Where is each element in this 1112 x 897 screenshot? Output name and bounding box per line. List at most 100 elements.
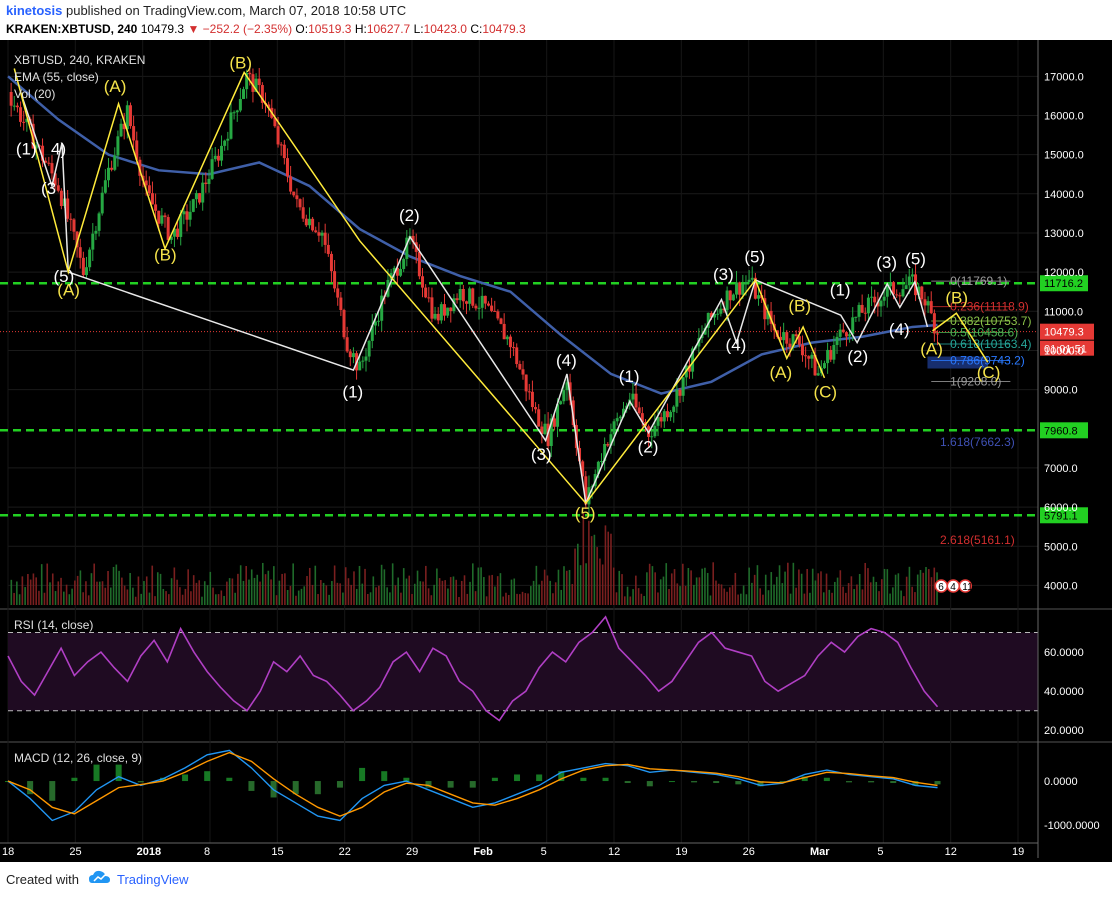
candle-body: [248, 72, 252, 75]
volume-bar: [408, 575, 411, 605]
volume-bar: [527, 593, 529, 605]
volume-bar: [372, 576, 375, 605]
volume-bar: [259, 581, 261, 605]
price-tick-label: 14000.0: [1044, 189, 1084, 201]
volume-bar: [662, 576, 665, 605]
volume-bar: [709, 595, 712, 605]
candle-body: [201, 182, 205, 203]
volume-bar: [654, 572, 656, 605]
candle-body: [650, 436, 654, 438]
volume-bar: [311, 584, 314, 605]
candle-body: [113, 155, 117, 170]
volume-bar: [234, 592, 236, 605]
volume-bar: [565, 570, 568, 605]
ema-line-path: [7, 75, 938, 395]
candle-body: [741, 284, 745, 295]
macd-histogram-bar: [558, 771, 565, 782]
wave-label: (A): [104, 77, 127, 96]
time-tick-label: 19: [675, 846, 687, 858]
fib-zone: [927, 356, 988, 369]
volume-bar: [422, 581, 424, 605]
volume-bar: [751, 582, 753, 605]
candle-body: [747, 279, 751, 283]
volume-bar: [483, 577, 485, 605]
volume-bar: [148, 592, 151, 605]
macd-histogram-bar: [868, 781, 875, 783]
time-tick-label: 8: [204, 846, 210, 858]
candle-body: [640, 413, 644, 423]
close-label: C:: [470, 22, 483, 36]
candle-body: [612, 421, 616, 435]
volume-bar: [378, 585, 380, 605]
volume-bar: [201, 596, 203, 605]
macd-histogram-bar: [602, 777, 609, 782]
volume-bar: [256, 574, 259, 605]
candle-body: [461, 288, 465, 302]
candle-body: [138, 159, 142, 176]
author-link[interactable]: kinetosis: [6, 3, 63, 18]
candle-body: [12, 105, 16, 107]
wave-labels: (1)(34)(5)(A)(A)(B)(B)(1)(2)(3)(4)(5)(1)…: [16, 53, 1001, 593]
candle-body: [399, 268, 403, 276]
open-value: 10519.3: [308, 22, 352, 36]
chart-canvas[interactable]: 11716.2 7960.8 5791.1 10479.3 01:01:51 0(117…: [0, 40, 1112, 862]
candle-body: [47, 162, 51, 164]
fib-label: 0.382(10753.7): [950, 314, 1031, 328]
candle-body: [910, 274, 914, 277]
volume-bar: [593, 534, 596, 605]
candle-body: [147, 185, 151, 194]
volume-bar: [248, 579, 250, 605]
level-badge-text: 11716.2: [1044, 278, 1083, 290]
macd-histogram-bar: [713, 781, 720, 784]
wave-label: 4): [51, 140, 66, 159]
volume-bar: [665, 563, 668, 605]
candle-body: [85, 267, 89, 276]
volume-bar: [510, 579, 513, 605]
candle-body: [424, 287, 428, 298]
macd-histogram-bar: [491, 777, 498, 782]
volume-bar: [731, 585, 734, 605]
rsi-tick-label: 40.0000: [1044, 686, 1084, 698]
candle-body: [100, 192, 104, 214]
volume-bar: [212, 587, 214, 605]
volume-bar: [770, 572, 773, 605]
wave-label: (3): [531, 445, 552, 464]
level-badge-text: 7960.8: [1044, 425, 1078, 437]
candle-body: [848, 334, 852, 337]
candle-body: [678, 389, 682, 396]
volume-bar: [419, 581, 422, 605]
volume-bar: [223, 595, 225, 605]
candle-body: [559, 401, 563, 405]
created-with-text: Created with: [6, 872, 79, 887]
volume-bar: [361, 583, 364, 605]
volume-bar: [333, 565, 336, 605]
candle-body: [198, 193, 202, 203]
volume-bar: [187, 569, 189, 605]
candle-body: [326, 244, 330, 254]
volume-bar: [237, 573, 239, 605]
macd-histogram-bar: [823, 777, 830, 782]
macd-histogram-bar: [845, 781, 852, 783]
candle-body: [483, 295, 487, 304]
candle-body: [370, 325, 374, 341]
volume-bar: [607, 531, 610, 605]
volume-bar: [63, 591, 65, 605]
candle-body: [917, 286, 921, 296]
tradingview-cloud-icon[interactable]: [88, 869, 112, 887]
volume-bar: [18, 594, 21, 605]
candle-body: [527, 391, 531, 393]
volume-bar: [720, 584, 723, 605]
candle-body: [895, 294, 899, 296]
volume-bar: [676, 583, 679, 605]
volume-bar: [76, 575, 79, 605]
candle-body: [791, 334, 795, 348]
wave-label: (A): [770, 363, 793, 382]
candle-body: [766, 310, 770, 320]
macd-histogram-bar: [403, 777, 410, 782]
volume-bar: [21, 576, 24, 605]
price-tick-label: 9000.0: [1044, 385, 1078, 397]
candle-body: [125, 105, 129, 130]
tradingview-link[interactable]: TradingView: [117, 872, 189, 887]
price-tick-label: 15000.0: [1044, 150, 1084, 162]
candle-body: [706, 312, 710, 328]
